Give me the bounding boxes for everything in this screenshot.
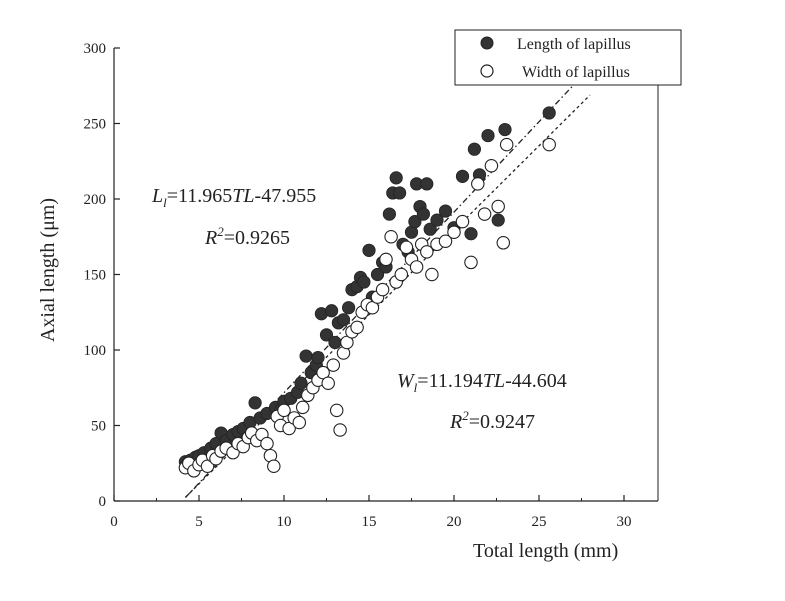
- y-tick-label: 0: [99, 494, 107, 510]
- width-point: [295, 400, 310, 415]
- length-point: [416, 207, 430, 221]
- length-point: [491, 213, 505, 227]
- length-point: [299, 349, 313, 363]
- width-point: [394, 267, 409, 282]
- length-point: [542, 106, 556, 120]
- width-point: [329, 403, 344, 418]
- length-point: [430, 213, 444, 227]
- legend-marker-width: [480, 64, 494, 78]
- length-point: [389, 171, 403, 185]
- x-axis-title: Total length (mm): [473, 540, 618, 562]
- x-tick-label: 5: [195, 514, 203, 530]
- length-point: [319, 328, 334, 342]
- width-point: [464, 255, 478, 270]
- width-r-squared: R2=0.9247: [449, 408, 535, 433]
- width-point: [496, 236, 511, 250]
- length-point: [248, 396, 262, 410]
- width-point: [420, 245, 434, 259]
- length-point: [420, 177, 434, 191]
- legend-box: [454, 29, 682, 86]
- width-point: [455, 214, 470, 229]
- length-point: [324, 304, 339, 318]
- length-point: [357, 275, 371, 289]
- width-point: [350, 320, 364, 335]
- y-tick-label: 300: [84, 41, 107, 57]
- legend-marker-length: [480, 36, 494, 50]
- width-point: [438, 234, 453, 249]
- width-point: [471, 177, 485, 191]
- length-point: [467, 142, 481, 156]
- x-tick-label: 0: [110, 514, 118, 530]
- length-point: [336, 313, 351, 327]
- width-point: [267, 459, 281, 474]
- length-point: [481, 128, 495, 143]
- x-tick-label: 15: [362, 514, 377, 530]
- legend: Length of lapillus Width of lapillus: [454, 29, 682, 86]
- legend-label-length: Length of lapillus: [517, 36, 631, 53]
- width-point: [542, 137, 556, 152]
- length-equation: Ll=11.965TL-47.955: [151, 185, 316, 210]
- width-point: [333, 423, 347, 437]
- length-point: [464, 227, 478, 241]
- width-point: [292, 415, 307, 430]
- legend-label-width: Width of lapillus: [522, 64, 630, 81]
- data-points: [178, 106, 556, 478]
- width-point: [425, 267, 439, 282]
- axes: [113, 48, 659, 502]
- length-point: [370, 267, 385, 282]
- length-point: [362, 243, 376, 257]
- width-point: [384, 230, 398, 244]
- y-axis-title: Axial length (μm): [37, 198, 59, 342]
- length-point: [328, 335, 342, 350]
- width-point: [477, 207, 492, 221]
- x-tick-label: 10: [277, 514, 292, 530]
- width-point: [260, 436, 274, 451]
- length-point: [341, 301, 356, 315]
- x-tick-label: 30: [617, 514, 632, 530]
- ticks: 0 50 100 150 200 250 300 0 5 10 15 20 25 30: [84, 41, 632, 530]
- width-point: [375, 282, 390, 297]
- y-tick-label: 150: [84, 268, 107, 284]
- y-tick-label: 100: [84, 343, 107, 359]
- length-point: [382, 207, 396, 221]
- width-equation: Wl=11.194TL-44.604: [397, 370, 567, 395]
- width-point: [409, 260, 424, 274]
- length-point: [392, 186, 407, 200]
- y-tick-label: 250: [84, 117, 107, 133]
- width-point: [399, 240, 414, 255]
- y-tick-label: 200: [84, 192, 107, 208]
- length-point: [423, 222, 437, 236]
- length-point: [294, 376, 308, 390]
- x-tick-label: 20: [447, 514, 462, 530]
- width-point: [491, 199, 505, 214]
- length-point: [408, 215, 422, 229]
- length-point: [438, 204, 453, 218]
- width-point: [321, 376, 335, 390]
- x-tick-label: 25: [532, 514, 547, 530]
- width-point: [326, 358, 341, 372]
- width-point: [484, 159, 499, 173]
- width-point: [447, 225, 461, 239]
- length-point: [498, 122, 512, 137]
- length-point: [455, 169, 470, 183]
- width-fit-line: [184, 94, 591, 498]
- y-tick-label: 50: [91, 419, 106, 435]
- length-r-squared: R2=0.9265: [204, 224, 290, 249]
- width-point: [277, 403, 291, 418]
- length-point: [311, 350, 325, 365]
- width-point: [499, 137, 514, 152]
- width-point: [379, 252, 393, 267]
